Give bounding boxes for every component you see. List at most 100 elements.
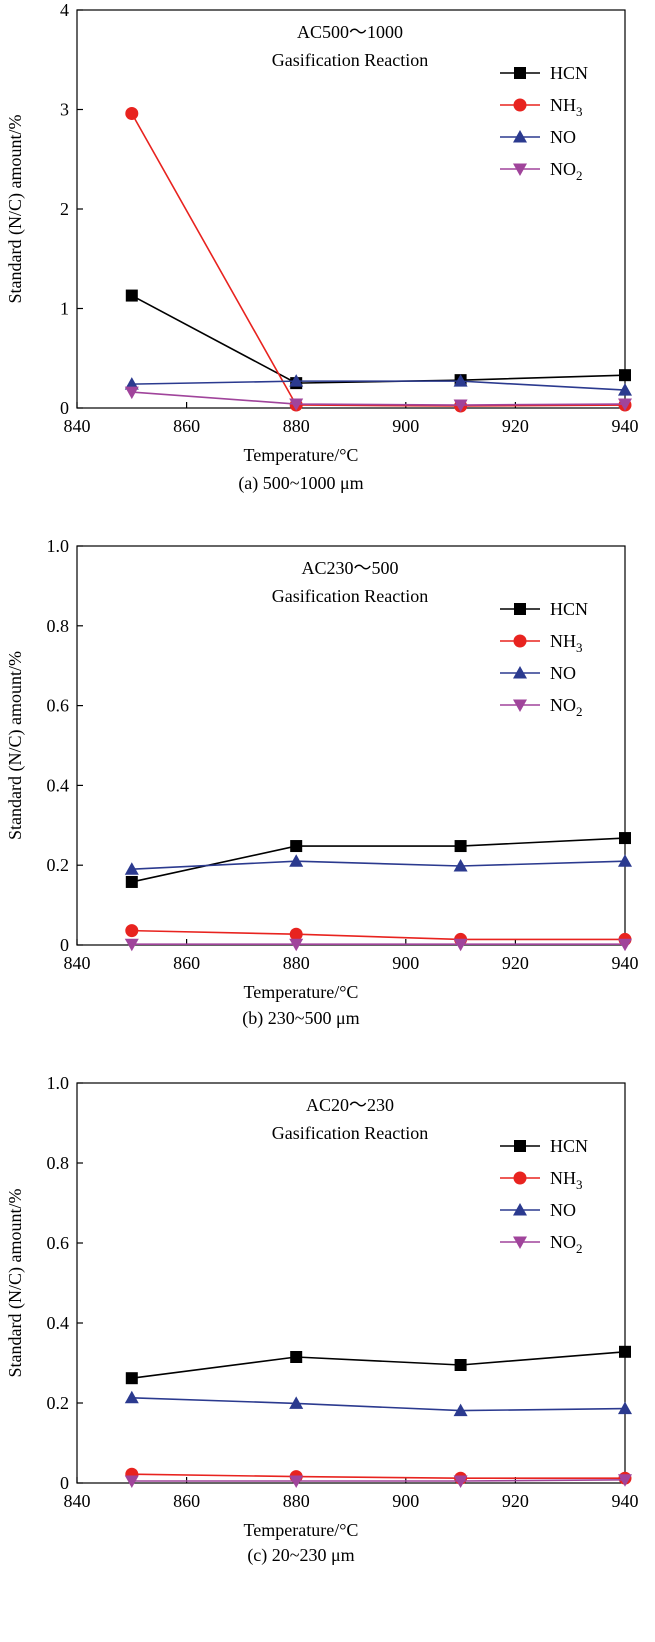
legend-label-no2: NO2 [550,1232,583,1256]
legend-label-no: NO [550,1200,576,1220]
data-point-no [289,374,304,387]
data-point-no2 [289,398,304,412]
legend-label-main: HCN [550,1136,588,1156]
series-line-hcn [131,1351,626,1379]
data-point-no2 [124,1475,139,1488]
legend-label-main: NO [550,127,576,147]
legend-label-main: NH [550,631,576,651]
panel-caption: (b) 230~500 μm [242,1008,359,1029]
legend-label-main: NO [550,663,576,683]
legend-label-hcn: HCN [550,599,588,619]
legend-label-no2: NO2 [550,159,583,183]
data-point-no [124,377,139,390]
legend-marker-nh3 [513,1171,527,1185]
legend-marker-no2 [513,1236,527,1249]
y-tick-label: 0 [60,1473,69,1493]
legend-marker-hcn [514,603,526,615]
legend-label-subscript: 3 [576,1177,583,1192]
chart-subtitle: Gasification Reaction [272,1123,428,1143]
legend-marker-no2 [513,163,527,176]
legend-marker-nh3 [513,634,527,648]
series-line-nh3 [131,1473,625,1479]
legend-label-nh3: NH3 [550,95,583,119]
data-point-no [289,1396,304,1409]
series-line-no [131,860,626,870]
chart-panel-3: 840 860 880 900 920 940 0 0.2 0.4 0.6 0.8 1.0 Temper… [5,1073,639,1566]
data-point-no2 [453,399,468,413]
data-point-no2 [124,938,139,952]
data-point-hcn [619,1345,631,1358]
data-point-no [124,1390,139,1404]
data-point-no2 [124,386,139,400]
series-line-nh3 [131,929,625,941]
data-point-hcn [125,1372,138,1385]
y-tick-label: 0 [60,935,69,955]
data-point-no2 [453,938,468,952]
y-tick-label: 4 [60,0,69,20]
x-tick-label: 860 [173,953,200,973]
chart-panel-1: 840 860 880 900 920 940 0 1 2 3 4 Temperature/°C Sta… [5,0,639,494]
y-tick-label: 0.2 [47,855,70,875]
legend-label-no2: NO2 [550,695,583,719]
x-tick-label: 860 [173,1491,200,1511]
y-axis-label: Standard (N/C) amount/% [5,1189,26,1378]
chart-title: AC20～230 [306,1095,394,1115]
x-tick-label: 940 [612,953,639,973]
y-tick-label: 0.4 [47,1313,70,1333]
chart-panel-2: 840 860 880 900 920 940 0 0.2 0.4 0.6 0.8 1.0 Temper… [5,536,639,1029]
y-tick-label: 0.6 [47,696,70,716]
y-tick-label: 0.8 [47,616,70,636]
legend-marker-no [513,1203,527,1216]
data-point-hcn [454,1359,467,1371]
data-point-no2 [618,1474,632,1487]
data-point-no2 [453,1475,468,1488]
y-tick-label: 0 [60,398,69,418]
data-point-nh3 [289,927,303,941]
y-tick-label: 1.0 [47,536,70,556]
data-point-no [289,854,304,867]
legend-label-nh3: NH3 [550,631,583,655]
legend-label-subscript: 3 [576,640,583,655]
legend-label-main: HCN [550,599,588,619]
data-point-hcn [125,289,138,302]
legend-label-subscript: 2 [576,1241,583,1256]
data-point-no2 [618,398,632,412]
data-point-no2 [618,938,632,952]
y-tick-label: 0.4 [47,775,70,795]
x-tick-label: 840 [64,953,91,973]
legend-marker-hcn [514,1140,526,1152]
legend-label-main: NO [550,1200,576,1220]
data-point-hcn [619,832,631,845]
legend-label-main: NO [550,695,576,715]
data-point-hcn [454,840,467,853]
legend-marker-no [513,130,527,143]
legend-label-hcn: HCN [550,1136,588,1156]
chart-title: AC230～500 [301,558,398,578]
legend-marker-hcn [514,67,526,79]
legend-label-nh3: NH3 [550,1168,583,1192]
legend-label-main: NO [550,1232,576,1252]
series-line-hcn [131,837,626,883]
data-point-no [453,374,468,387]
x-tick-label: 920 [502,1491,529,1511]
y-tick-label: 1.0 [47,1073,70,1093]
y-tick-label: 0.2 [47,1393,70,1413]
chart-title: AC500～1000 [297,22,403,42]
series-line-no2 [131,391,626,406]
legend-label-main: NO [550,159,576,179]
x-tick-label: 900 [392,416,419,436]
data-point-hcn [619,369,631,382]
data-point-hcn [290,840,303,853]
legend-marker-no2 [513,699,527,712]
series-line-no [131,1397,626,1412]
data-point-nh3 [125,924,139,938]
legend-label-main: HCN [550,63,588,83]
data-point-nh3 [125,106,139,120]
x-tick-label: 900 [392,1491,419,1511]
chart-subtitle: Gasification Reaction [272,586,428,606]
x-tick-label: 840 [64,416,91,436]
data-point-hcn [290,1351,303,1363]
legend-label-no: NO [550,663,576,683]
panel-caption: (c) 20~230 μm [247,1545,354,1566]
